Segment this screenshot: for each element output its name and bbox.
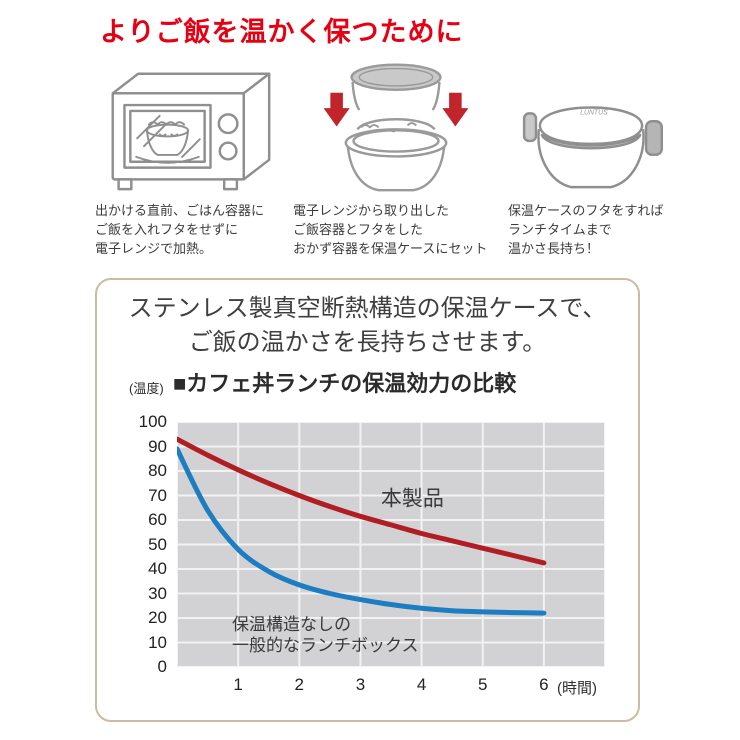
y-tick-label: 70 (148, 485, 167, 505)
caption-line: 出かける直前、ごはん容器に (95, 203, 265, 218)
x-tick-label: 1 (233, 675, 243, 694)
caption-line: 保温ケースのフタをすれば (508, 203, 664, 218)
y-tick-label: 80 (148, 461, 167, 480)
brand-logo-text: LUNTUS (580, 109, 608, 116)
series-label-this-product: 本製品 (381, 487, 444, 512)
step-caption: 保温ケースのフタをすれば ランチタイムまで 温かさ長持ち！ (508, 202, 673, 259)
y-axis-unit-label: (温度) (129, 381, 164, 396)
illustration-wrap: LUNTUS (508, 56, 673, 196)
chart-title: ■カフェ丼ランチの保温効力の比較 (173, 371, 517, 396)
caption-line: ランチタイムまで (508, 221, 612, 237)
step-caption: 出かける直前、ごはん容器に ご飯を入れフタをせずに 電子レンジで加熱。 (95, 202, 283, 259)
caption-line: 電子レンジから取り出した (293, 203, 450, 218)
x-tick-label: 5 (477, 675, 488, 694)
series-line-regular-lunch-box (177, 446, 547, 616)
info-box: ステンレス製真空断熱構造の保温ケースで、 ご飯の温かさを長持ちさせます。 (温度… (95, 278, 640, 722)
caption-line: 電子レンジで加熱。 (95, 240, 213, 256)
y-tick-label: 50 (148, 534, 167, 554)
x-tick-label: 6 (539, 675, 549, 694)
down-arrow-icon (323, 92, 350, 127)
plot-svg (177, 422, 605, 667)
x-axis-unit-label: (時間) (557, 680, 597, 697)
caption-line: おかず容器を保温ケースにセット (293, 240, 488, 256)
y-tick-label: 0 (157, 657, 167, 676)
series-label-line: 一般的なランチボックス (232, 635, 419, 655)
series-line-this-product (177, 436, 547, 566)
steps-row: 出かける直前、ごはん容器に ご飯を入れフタをせずに 電子レンジで加熱。 (95, 56, 673, 259)
y-tick-label: 30 (148, 583, 167, 603)
page-title: よりご飯を温かく保つために (100, 17, 464, 47)
y-tick-label: 20 (148, 608, 167, 627)
plot-area: 本製品保温構造なしの 一般的なランチボックス (177, 422, 605, 667)
microwave-icon (111, 72, 271, 191)
heading-line: ご飯の温かさを長持ちさせます。 (188, 329, 547, 356)
info-box-heading: ステンレス製真空断熱構造の保温ケースで、 ご飯の温かさを長持ちさせます。 (97, 292, 638, 360)
series-label-line: 保温構造なしの (232, 614, 352, 634)
y-tick-label: 40 (148, 559, 167, 578)
heading-line: ステンレス製真空断熱構造の保温ケースで、 (128, 295, 607, 322)
illustration-wrap (293, 56, 498, 196)
step-set-into-case: 電子レンジから取り出した ご飯容器とフタをした おかず容器を保温ケースにセット (293, 56, 498, 259)
x-tick-label: 4 (416, 675, 427, 694)
series-label-regular-lunch-box: 保温構造なしの 一般的なランチボックス (232, 614, 419, 656)
y-tick-label: 60 (148, 510, 167, 529)
illustration-wrap (95, 56, 283, 196)
stacked-containers-icon (323, 63, 468, 192)
step-close-lid: LUNTUS 保温ケースのフタをすれば ランチタイムまで 温かさ長持ち！ (508, 56, 673, 259)
step-caption: 電子レンジから取り出した ご飯容器とフタをした おかず容器を保温ケースにセット (293, 202, 498, 259)
series-label-line: 本製品 (380, 487, 444, 511)
y-tick-label: 10 (148, 632, 167, 652)
caption-line: ご飯容器とフタをした (293, 221, 424, 237)
caption-line: 温かさ長持ち！ (508, 240, 600, 256)
x-tick-label: 2 (294, 675, 305, 694)
down-arrow-icon (441, 92, 468, 127)
step-heat-in-microwave: 出かける直前、ごはん容器に ご飯を入れフタをせずに 電子レンジで加熱。 (95, 56, 283, 259)
y-tick-label: 90 (148, 436, 167, 456)
y-tick-label: 100 (138, 412, 167, 431)
caption-line: ご飯を入れフタをせずに (95, 221, 239, 237)
x-tick-label: 3 (355, 675, 366, 694)
insulated-lunch-case-icon: LUNTUS (522, 106, 663, 189)
